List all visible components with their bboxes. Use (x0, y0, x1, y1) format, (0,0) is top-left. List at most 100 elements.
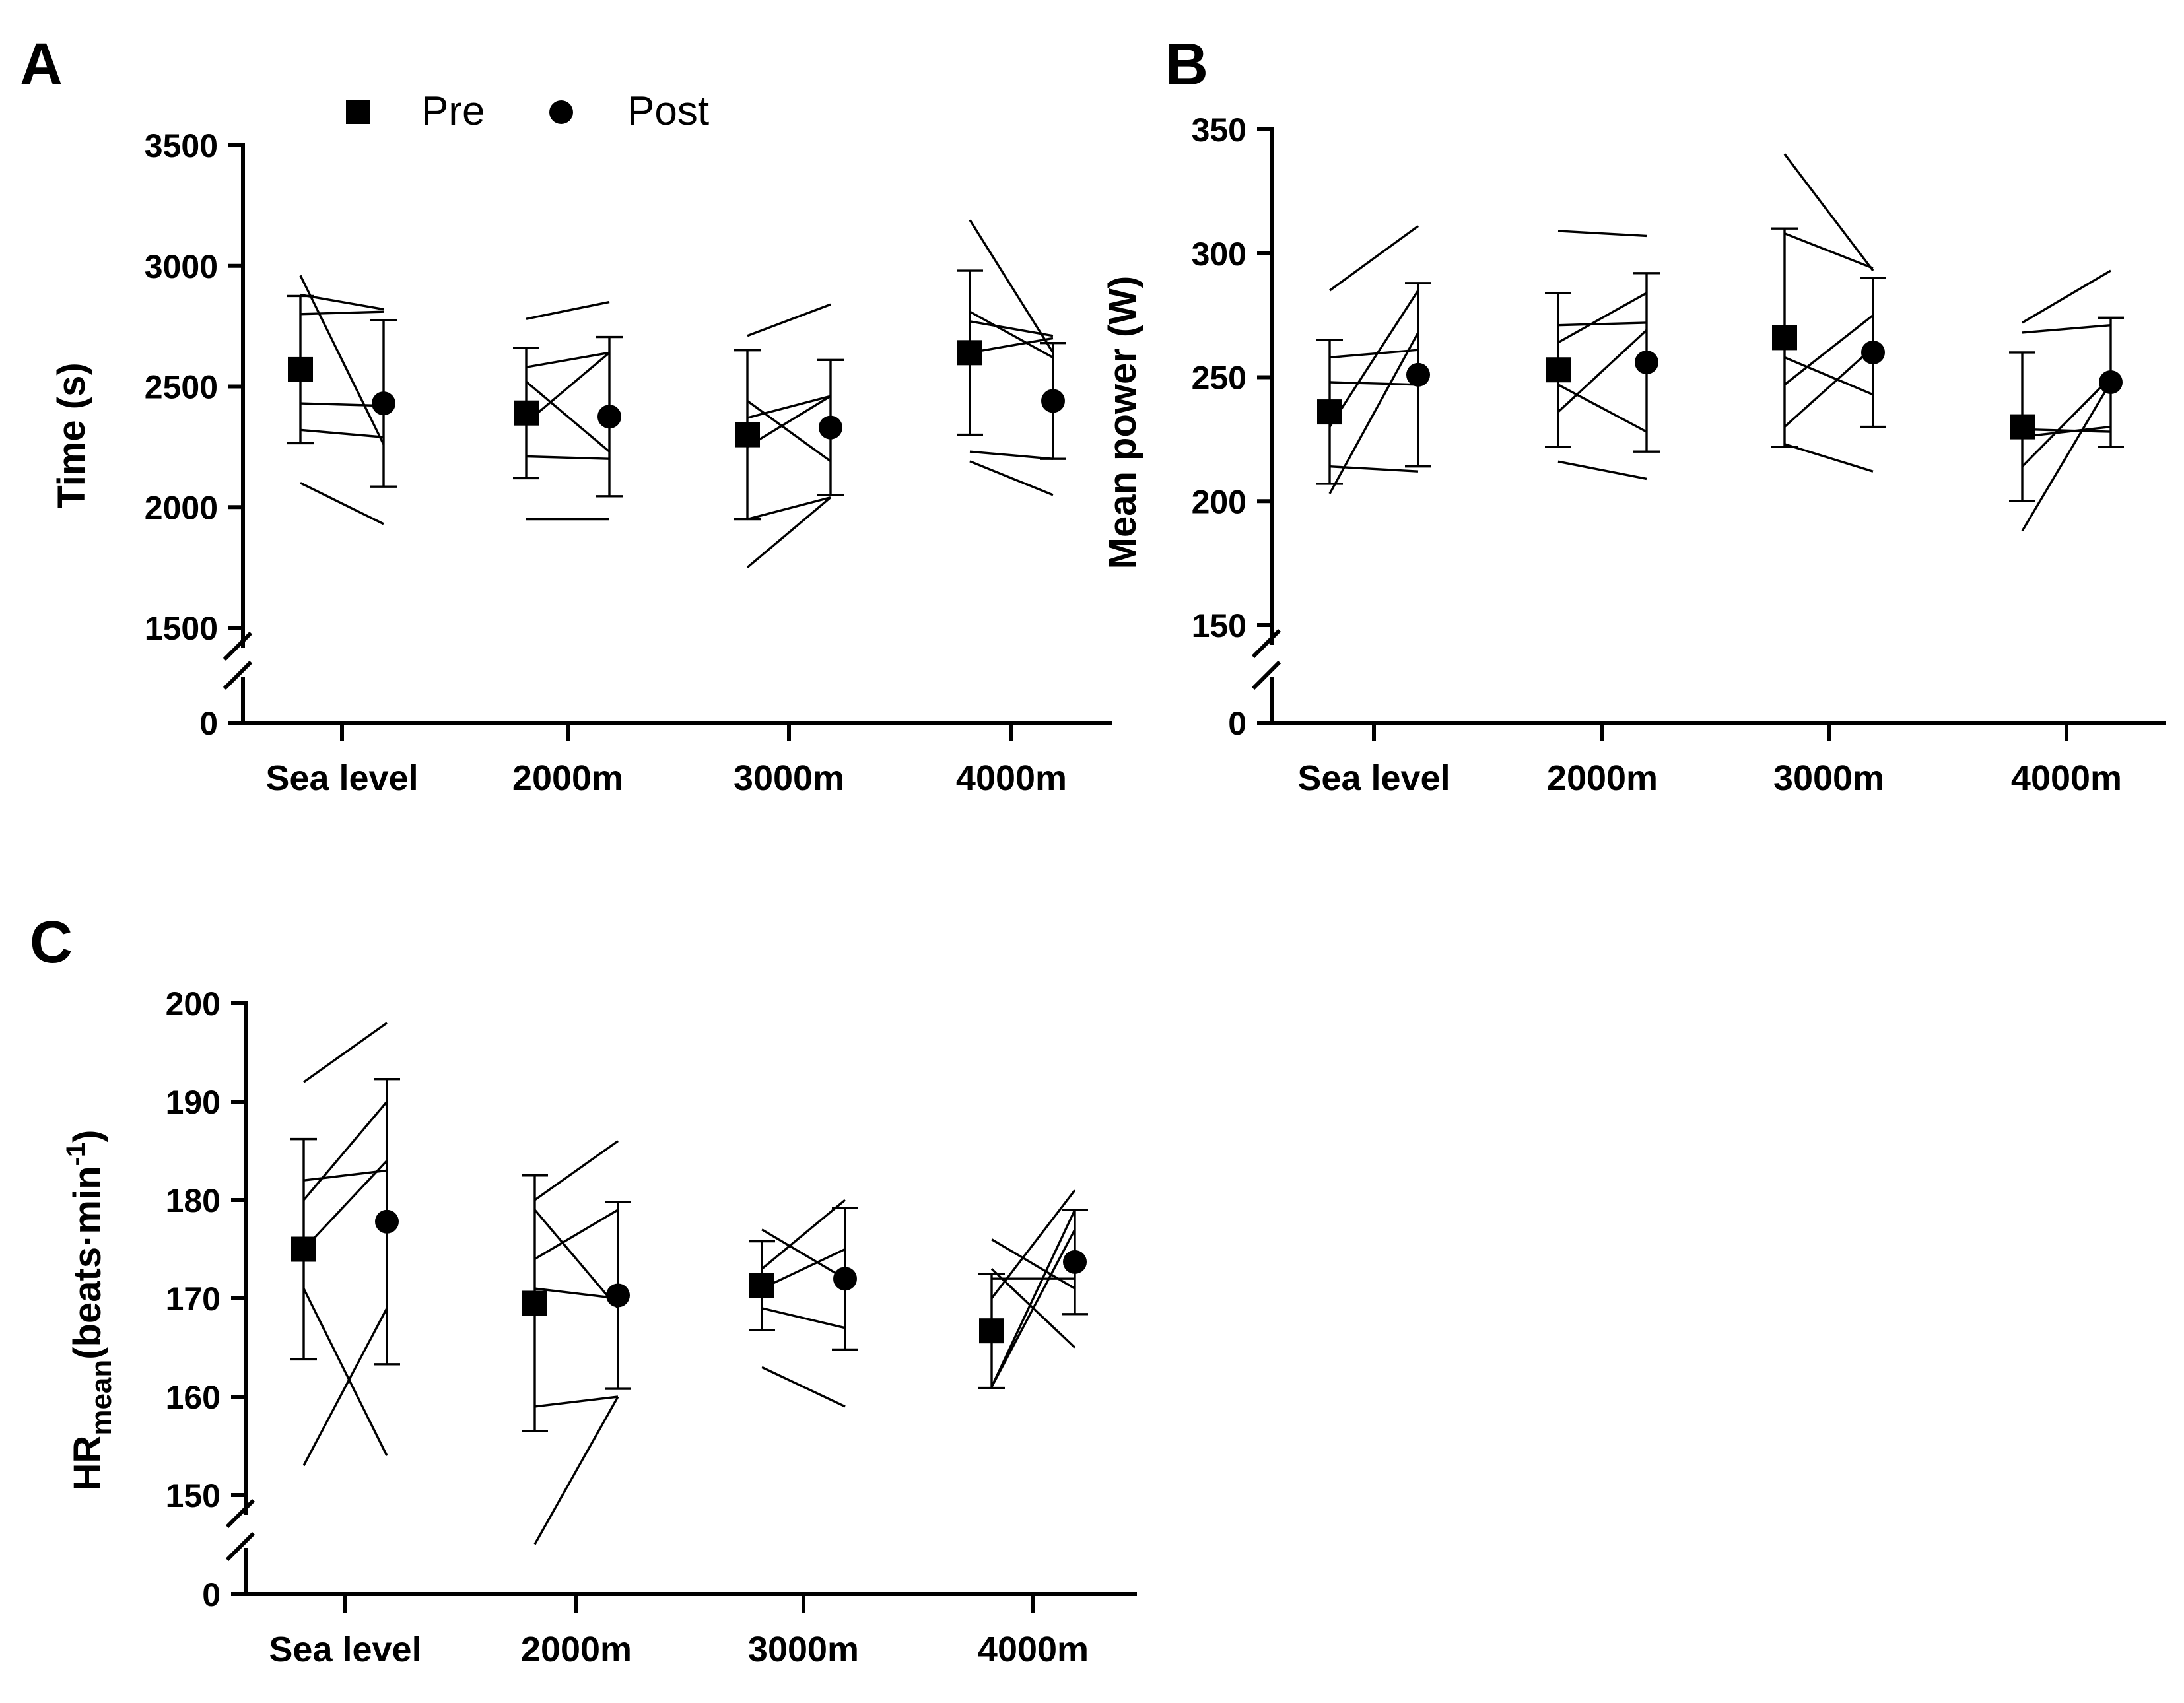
panel-c-individual-line (302, 1288, 388, 1457)
panel-c-post-mean-marker (375, 1209, 399, 1234)
panel-b-pre-mean-marker (2010, 414, 2035, 440)
panel-a-post-mean-marker (372, 391, 395, 416)
panel-c-individual-line (534, 1395, 619, 1408)
panel-a-post-mean-marker (819, 415, 842, 440)
panel-b-individual-line (1328, 290, 1419, 428)
panel-c-x-category-label: 2000m (521, 1630, 632, 1669)
panel-b-pre-mean-marker (1546, 357, 1571, 383)
panel-b-individual-line (2021, 382, 2112, 532)
panel-c-individual-line (761, 1248, 846, 1290)
panel-b-y-tick-label: 300 (1192, 236, 1246, 273)
panel-a-individual-line (969, 450, 1054, 460)
filled-circle-icon (549, 100, 573, 124)
panel-c-individual-line (303, 1022, 388, 1083)
panel-c-individual-line (761, 1307, 846, 1329)
panel-c-y-tick-label: 180 (166, 1182, 221, 1219)
panel-a-individual-line (299, 275, 385, 445)
panel-a-pre-mean-marker (514, 400, 539, 426)
panel-b-y-tick-label: 0 (1228, 705, 1246, 742)
panel-b-y-tick-label: 350 (1192, 112, 1246, 149)
panel-c-chart: 0 150 160 170 180 190 200 Sea level 2000m 3000m 40… (166, 985, 1137, 1669)
panel-b-post-mean-marker (2099, 370, 2123, 395)
panel-a-individual-line (526, 351, 610, 368)
panel-c-y-tick-label: 190 (166, 1084, 221, 1121)
panel-a-chart: 0 1500 2000 2500 3000 3500 Sea level 2000m 3000m… (145, 127, 1112, 798)
panel-c-pre-mean-marker (979, 1318, 1004, 1344)
panel-b-y-tick-label: 200 (1192, 483, 1246, 520)
panel-c-y-title-main: HR (66, 1436, 109, 1491)
panel-b-individual-line (1329, 381, 1419, 386)
panel-b-individual-line (1557, 460, 1647, 481)
panel-b-pre-mean-marker (1772, 325, 1797, 351)
panel-c-post-mean-marker (1063, 1250, 1087, 1274)
panel-a-individual-line (526, 300, 610, 320)
panel-c-individual-line (533, 1396, 619, 1545)
panel-a-individual-line (300, 482, 384, 525)
panel-c-individual-line (534, 1140, 619, 1201)
panel-letter-a: A (20, 32, 63, 98)
panel-a-individual-line (300, 402, 384, 407)
panel-c-individual-line (302, 1308, 388, 1467)
panel-b-axis-break-lower (1251, 660, 1281, 690)
panel-b-individual-line (1328, 225, 1419, 292)
panel-b-individual-line (1784, 443, 1874, 473)
panel-b-axis-break-upper (1251, 628, 1281, 659)
panel-c-individual-line (761, 1228, 846, 1280)
panel-c-individual-line (533, 1209, 619, 1309)
panel-c-individual-line (991, 1238, 1075, 1290)
panel-c-individual-line (761, 1199, 846, 1270)
panel-a-x-category-label: 2000m (512, 758, 623, 798)
panel-b-individual-line (1784, 232, 1874, 269)
panel-b-individual-line (1557, 230, 1647, 238)
panel-a-individual-line (747, 400, 831, 463)
panel-b-individual-line (1783, 314, 1874, 386)
panel-c-y-tick-label: 0 (202, 1576, 221, 1613)
panel-a-individual-line (969, 460, 1054, 496)
panel-c-y-title-end: ) (66, 1130, 109, 1143)
panel-a-y-tick-label: 1500 (145, 610, 218, 647)
panel-a-individual-line (747, 395, 831, 419)
panel-b-x-category-label: 2000m (1547, 758, 1658, 798)
panel-c-post-mean-marker (833, 1267, 857, 1291)
panel-b-individual-line (1784, 356, 1874, 396)
panel-c-individual-line (990, 1189, 1076, 1300)
panel-b-individual-line (1557, 321, 1647, 327)
panel-b-individual-line (1557, 329, 1648, 413)
panel-b-individual-line (1329, 349, 1419, 359)
panel-c-y-title-sup: -1 (61, 1143, 90, 1166)
panel-b-individual-line (2021, 376, 2112, 467)
panel-c-pre-mean-marker (522, 1290, 547, 1316)
panel-b-individual-line (1557, 384, 1647, 433)
panel-a-individual-line (969, 320, 1054, 337)
panel-c-axis-break-lower (225, 1531, 256, 1562)
panel-c-individual-line (534, 1209, 619, 1260)
panel-b-x-category-label: 4000m (2011, 758, 2122, 798)
panel-b-y-tick-label: 150 (1192, 607, 1246, 644)
panel-b-individual-line (2022, 425, 2111, 438)
panel-a-individual-line (969, 337, 1054, 354)
panel-b-x-category-label: Sea level (1297, 758, 1450, 798)
panel-a-pre-mean-marker (957, 340, 982, 366)
panel-b-y-tick-label: 250 (1192, 360, 1246, 397)
panel-b-individual-line (2022, 323, 2111, 334)
panel-a-individual-line (969, 310, 1054, 359)
panel-a-individual-line (525, 352, 611, 424)
panel-a-x-category-label: 3000m (734, 758, 844, 798)
panel-c-y-tick-label: 200 (166, 985, 221, 1022)
panel-a-individual-line (300, 293, 384, 311)
legend-post-label: Post (627, 88, 709, 134)
panel-b-individual-line (1328, 332, 1419, 494)
panel-b-individual-line (1557, 292, 1647, 344)
panel-a-axis-break-lower (222, 660, 253, 690)
panel-a-x-category-label: Sea level (265, 758, 418, 798)
panel-a-y-tick-label: 3500 (145, 127, 218, 164)
panel-a-y-tick-label: 2500 (145, 369, 218, 406)
panel-c-y-axis-title: HRmean(beats·min-1) (61, 1130, 118, 1491)
panel-c-individual-line (990, 1228, 1076, 1387)
panel-a-post-mean-marker (1041, 389, 1065, 413)
panel-a-pre-mean-marker (735, 422, 760, 448)
panel-c-individual-line (534, 1287, 619, 1300)
panel-a-individual-line (525, 380, 611, 453)
panel-a-individual-line (747, 395, 831, 448)
